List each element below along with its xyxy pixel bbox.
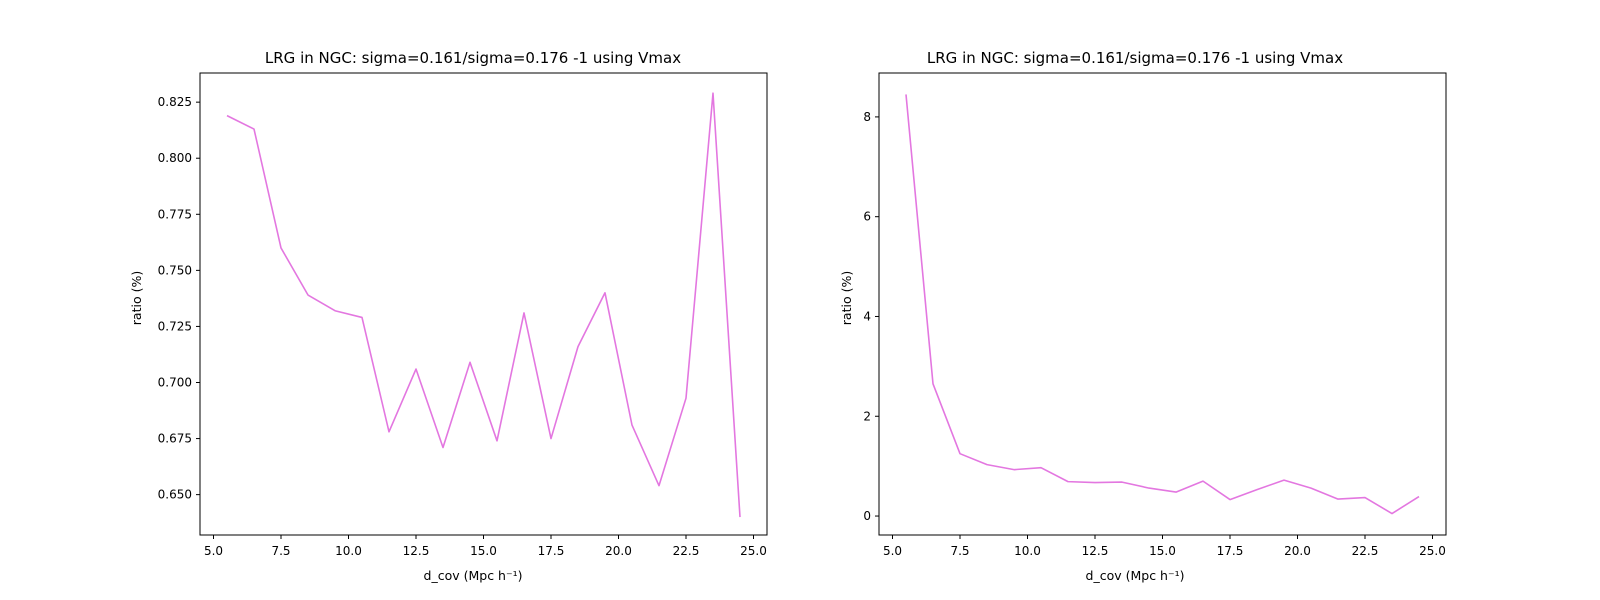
x-tick-label: 17.5	[538, 544, 565, 558]
y-tick-label: 0.750	[158, 263, 192, 277]
series-line	[905, 94, 1420, 515]
y-tick-label: 0	[863, 509, 871, 523]
y-tick-label: 0.650	[158, 488, 192, 502]
x-tick-label: 10.0	[1014, 544, 1041, 558]
left-chart: LRG in NGC: sigma=0.161/sigma=0.176 -1 u…	[129, 49, 768, 583]
x-tick-label: 12.5	[403, 544, 430, 558]
plot-frame	[199, 72, 768, 536]
x-tick-label: 7.5	[271, 544, 290, 558]
x-tick-label: 15.0	[470, 544, 497, 558]
x-tick-label: 25.0	[1419, 544, 1446, 558]
y-tick-label: 0.675	[158, 432, 192, 446]
series-line	[226, 92, 741, 518]
x-tick-label: 22.5	[673, 544, 700, 558]
x-tick-label: 25.0	[740, 544, 767, 558]
plot-frame	[878, 72, 1447, 536]
x-tick-label: 17.5	[1217, 544, 1244, 558]
x-tick-label: 10.0	[335, 544, 362, 558]
y-axis-label: ratio (%)	[129, 271, 144, 325]
x-axis-label: d_cov (Mpc h⁻¹)	[424, 568, 523, 583]
y-axis-label: ratio (%)	[839, 271, 854, 325]
y-tick-label: 0.775	[158, 207, 192, 221]
x-tick-label: 20.0	[605, 544, 632, 558]
x-axis-label: d_cov (Mpc h⁻¹)	[1086, 568, 1185, 583]
y-tick-label: 0.725	[158, 319, 192, 333]
x-tick-label: 5.0	[883, 544, 902, 558]
x-tick-label: 22.5	[1352, 544, 1379, 558]
x-tick-label: 12.5	[1082, 544, 1109, 558]
chart-title: LRG in NGC: sigma=0.161/sigma=0.176 -1 u…	[927, 49, 1343, 67]
chart-title: LRG in NGC: sigma=0.161/sigma=0.176 -1 u…	[265, 49, 681, 67]
y-tick-label: 0.825	[158, 95, 192, 109]
y-tick-label: 6	[863, 210, 871, 224]
x-tick-label: 7.5	[950, 544, 969, 558]
y-tick-label: 4	[863, 309, 871, 323]
y-tick-label: 0.700	[158, 375, 192, 389]
y-tick-label: 0.800	[158, 151, 192, 165]
y-tick-label: 2	[863, 409, 871, 423]
y-tick-label: 8	[863, 110, 871, 124]
x-tick-label: 15.0	[1149, 544, 1176, 558]
x-tick-label: 5.0	[204, 544, 223, 558]
x-tick-label: 20.0	[1284, 544, 1311, 558]
right-chart: LRG in NGC: sigma=0.161/sigma=0.176 -1 u…	[839, 49, 1447, 583]
